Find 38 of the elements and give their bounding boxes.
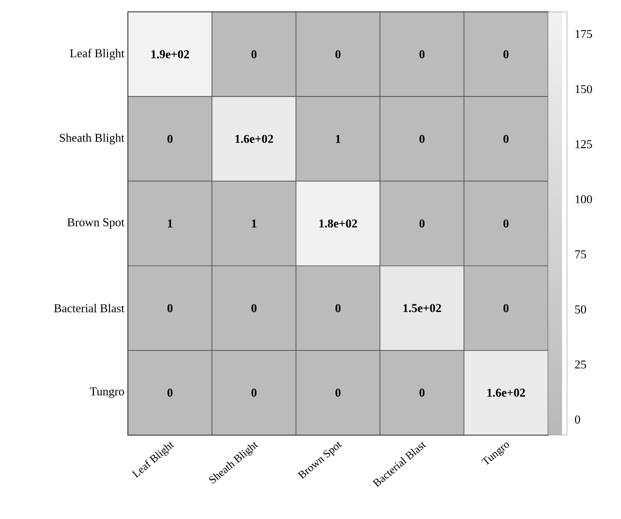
data-label: 0 xyxy=(503,304,509,312)
data-label: 1.6e+02 xyxy=(487,388,526,397)
data-label: 0 xyxy=(419,219,425,228)
color-bar-label: 75 xyxy=(575,250,586,258)
color-bar-label: 0 xyxy=(574,416,580,424)
data-label: 0 xyxy=(419,50,425,58)
data-label: 1.8e+02 xyxy=(319,219,358,228)
data-label: 0 xyxy=(335,50,341,58)
data-label: 1 xyxy=(168,220,172,228)
color-bar-label: 175 xyxy=(576,30,592,38)
data-label: 1.6e+02 xyxy=(235,134,274,143)
color-bar-label: 100 xyxy=(576,195,592,204)
data-label: 0 xyxy=(503,219,509,228)
data-label: 0 xyxy=(335,388,341,397)
data-label: 0 xyxy=(251,304,257,312)
color-bar-label: 50 xyxy=(575,305,586,314)
data-label: 1 xyxy=(252,220,256,228)
color-bar-label: 125 xyxy=(576,140,592,148)
data-label: 1 xyxy=(336,134,340,143)
y-tick-label: Bacterial Blast xyxy=(54,304,124,312)
color-bar-label: 150 xyxy=(576,85,592,94)
y-tick-label: Leaf Blight xyxy=(70,48,124,60)
y-tick-label: Brown Spot xyxy=(67,218,124,229)
data-label: 0 xyxy=(335,304,341,312)
y-tick-label: Sheath Blight xyxy=(60,133,124,144)
data-label: 1.5e+02 xyxy=(403,304,442,312)
data-label: 0 xyxy=(419,388,425,397)
data-label: 0 xyxy=(419,134,425,143)
data-label: 0 xyxy=(251,388,257,397)
data-label: 0 xyxy=(167,304,173,312)
data-label: 0 xyxy=(503,50,509,58)
color-bar-label: 25 xyxy=(575,360,586,369)
data-label: 0 xyxy=(167,134,173,143)
y-tick-label: Tungro xyxy=(90,388,124,398)
data-label: 0 xyxy=(503,134,509,143)
data-label: 0 xyxy=(251,50,257,58)
data-label: 1.9e+02 xyxy=(151,50,190,58)
data-label: 0 xyxy=(167,388,173,397)
